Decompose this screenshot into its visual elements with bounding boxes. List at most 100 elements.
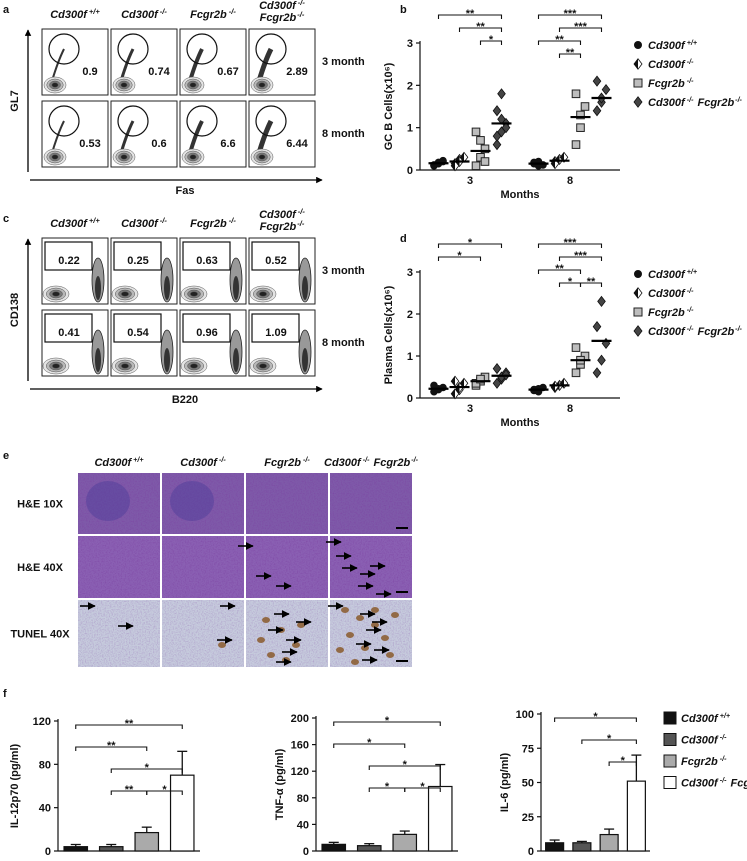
gate (113, 241, 162, 271)
dot (471, 127, 481, 137)
significance-label: *** (574, 250, 588, 262)
significance-label: * (607, 733, 612, 745)
y-tick-label: 120 (291, 766, 309, 778)
significance-bracket (110, 790, 148, 795)
dot (634, 41, 642, 49)
gate-value: 6.44 (286, 138, 308, 150)
tunel-spot (341, 607, 349, 613)
dot (492, 130, 502, 142)
dot-half (451, 160, 455, 171)
dot (580, 102, 590, 111)
gene-name: Cd300f (648, 59, 686, 71)
genotype-label: Fcgr2b -/- (190, 216, 236, 230)
gene-name: Cd300f (259, 209, 297, 221)
panel-letter: a (3, 4, 10, 16)
gate-value: 1.09 (265, 327, 286, 339)
significance-label: * (403, 759, 408, 771)
dot-half (460, 152, 464, 163)
dot (571, 343, 581, 352)
significance-bracket (75, 724, 183, 729)
bar (392, 833, 418, 852)
significance-label: * (489, 34, 494, 46)
micrograph-texture (78, 600, 160, 667)
significance-bracket (537, 14, 603, 19)
superscript: +/+ (89, 7, 101, 16)
gene-name: Fcgr2b (260, 221, 297, 233)
superscript: -/- (298, 207, 306, 216)
genotype-label: Cd300f-/-Fcgr2b-/- (259, 0, 305, 24)
dot (571, 140, 581, 149)
superscript: +/+ (720, 711, 731, 720)
contour (258, 154, 266, 160)
gene-name: Cd300f (681, 735, 719, 747)
row-label: 8 month (322, 128, 365, 140)
genotype-label: Cd300f -/- (648, 57, 694, 71)
gate (44, 313, 93, 343)
contour-peak (95, 348, 101, 372)
significance-label: * (385, 781, 390, 793)
significance-bracket (479, 40, 503, 45)
micrograph-texture (330, 473, 412, 534)
dot (576, 110, 585, 120)
x-axis-label: Months (500, 189, 539, 201)
y-axis-label: GL7 (9, 90, 21, 111)
y-axis-label: TNF-α (pg/ml) (274, 748, 286, 820)
genotype-label: Cd300f-/-Fcgr2b-/- (259, 207, 305, 233)
dot (601, 83, 611, 96)
y-tick-label: 50 (522, 778, 534, 790)
gate (186, 105, 218, 137)
gene-name: Cd300f (94, 457, 132, 469)
dot (597, 354, 606, 366)
superscript: +/+ (687, 267, 698, 276)
gene-name: Cd300f (681, 713, 719, 725)
y-axis-label: IL-12p70 (pg/ml) (9, 743, 21, 828)
genotype-label: Cd300f-/-Fcgr2b-/- (681, 776, 747, 790)
significance-bracket (558, 27, 603, 32)
tunel-spot (356, 615, 364, 621)
follicle (86, 481, 130, 521)
contour (121, 291, 129, 297)
superscript: -/- (735, 95, 742, 104)
bar (356, 845, 382, 852)
bar (572, 842, 592, 852)
y-tick-label: 0 (303, 846, 309, 858)
contour (259, 363, 267, 369)
significance-label: ** (125, 784, 134, 796)
genotype-label: Fcgr2b -/- (681, 754, 727, 768)
gene-name: Cd300f (50, 218, 88, 230)
superscript: -/- (720, 733, 727, 742)
y-tick-label: 2 (407, 80, 413, 92)
significance-label: ** (476, 21, 485, 33)
tunel-spot (267, 652, 275, 658)
superscript: -/- (720, 754, 727, 763)
significance-label: ** (466, 8, 475, 20)
gene-name: Fcgr2b (260, 12, 297, 24)
y-tick-label: 1 (407, 351, 413, 363)
micrograph-texture (78, 473, 160, 534)
genotype-label: Fcgr2b -/- (190, 7, 236, 21)
contour-peak (164, 276, 170, 300)
significance-label: ** (555, 34, 564, 46)
genotype-label: Cd300f -/- (681, 733, 727, 747)
superscript: -/- (160, 7, 168, 16)
micrograph-texture (330, 536, 412, 598)
bar (427, 785, 453, 852)
significance-label: *** (574, 21, 588, 33)
dot (571, 368, 581, 378)
legend-swatch (663, 711, 677, 725)
significance-bracket (537, 269, 582, 274)
gene-name: Fcgr2b (648, 307, 685, 319)
dot (492, 139, 502, 151)
significance-bracket (75, 746, 148, 751)
significance-label: * (385, 715, 390, 727)
significance-label: * (468, 237, 473, 249)
significance-label: * (145, 762, 150, 774)
gene-name: Fcgr2b (697, 97, 734, 109)
gene-name: Cd300f (50, 9, 88, 21)
gate (117, 33, 149, 65)
significance-label: ** (587, 276, 596, 288)
gate-value: 0.9 (82, 66, 97, 78)
gene-name: Fcgr2b (264, 457, 301, 469)
gate-value: 0.25 (127, 255, 148, 267)
